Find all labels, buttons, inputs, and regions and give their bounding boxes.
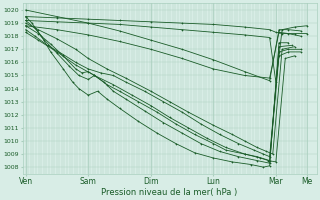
X-axis label: Pression niveau de la mer( hPa ): Pression niveau de la mer( hPa ) xyxy=(101,188,238,197)
